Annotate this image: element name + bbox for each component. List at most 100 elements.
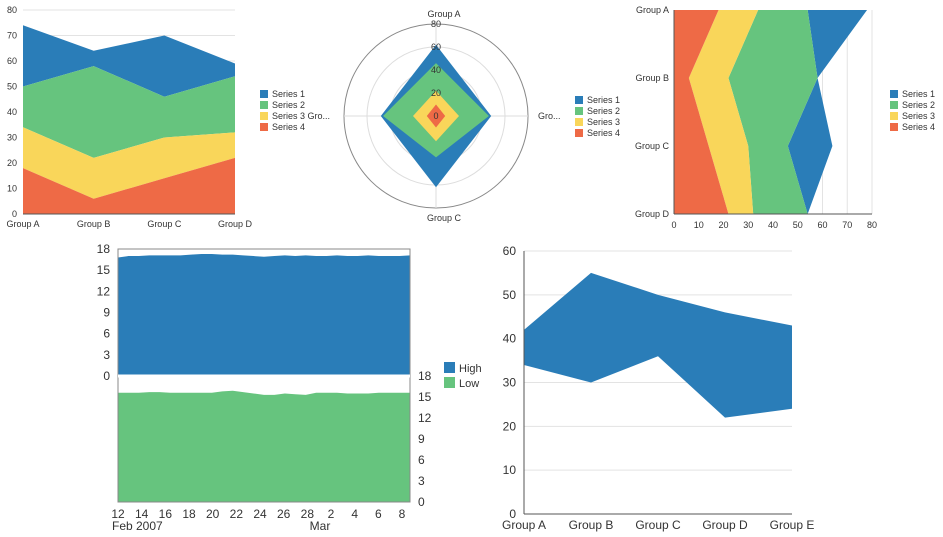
legend-label: Series 2 — [587, 106, 620, 116]
area-series-3 — [23, 127, 235, 199]
area-series-3 — [688, 10, 759, 214]
y-tick-label: 70 — [7, 31, 17, 41]
x-tick-label: 60 — [817, 220, 827, 230]
legend-label: Series 1 — [902, 89, 935, 99]
legend-swatch — [260, 101, 268, 109]
x-tick-label: Group B — [569, 518, 614, 532]
radial-tick-label: 60 — [431, 42, 441, 52]
y-tick-label: 30 — [503, 376, 517, 390]
x-tick-label: 80 — [867, 220, 877, 230]
x-tick-label: 16 — [159, 507, 173, 521]
x-tick-label: 20 — [718, 220, 728, 230]
legend-label: Series 2 — [902, 100, 935, 110]
x-tick-label: Group D — [702, 518, 748, 532]
legend-swatch — [260, 112, 268, 120]
area-series-4 — [23, 157, 235, 214]
y-tick-label: 20 — [7, 158, 17, 168]
y-tick-label: 15 — [418, 390, 432, 404]
y-tick-label: 12 — [418, 411, 432, 425]
y-tick-label: 3 — [418, 474, 425, 488]
radar-axis-label: Group A — [427, 9, 460, 19]
x-tick-label: 12 — [111, 507, 125, 521]
legend-swatch — [890, 123, 898, 131]
y-tick-label: 6 — [103, 327, 110, 341]
y-tick-label: 15 — [97, 263, 111, 277]
y-tick-label: 10 — [503, 463, 517, 477]
x-tick-label: 6 — [375, 507, 382, 521]
y-tick-label: 20 — [503, 419, 517, 433]
legend-label: Series 3 — [272, 111, 305, 121]
x-tick-label: Group C — [147, 219, 182, 229]
range-area — [524, 272, 792, 418]
area-series-2 — [23, 66, 235, 158]
x-tick-label: 2 — [328, 507, 335, 521]
y-tick-label: Group C — [635, 141, 670, 151]
area-series-2 — [728, 10, 818, 214]
y-tick-label: 30 — [7, 133, 17, 143]
radial-tick-label: 40 — [431, 65, 441, 75]
x-tick-label: 40 — [768, 220, 778, 230]
legend-swatch — [890, 112, 898, 120]
y-tick-label: 18 — [418, 369, 432, 383]
x-tick-label: 14 — [135, 507, 149, 521]
x-tick-label: Group A — [502, 518, 546, 532]
y-tick-label: 10 — [7, 184, 17, 194]
legend-label: Series 1 — [587, 95, 620, 105]
legend-swatch — [260, 90, 268, 98]
y-tick-label: 0 — [103, 369, 110, 383]
x-tick-label: Group A — [6, 219, 39, 229]
y-tick-label: Group B — [635, 73, 669, 83]
y-tick-label: 80 — [7, 5, 17, 15]
x-tick-label: 26 — [277, 507, 291, 521]
legend-swatch — [575, 107, 583, 115]
radar-axis-label: Gro... — [307, 111, 330, 121]
radar-axis-label: Group C — [427, 213, 462, 223]
legend-swatch — [260, 123, 268, 131]
x-tick-label: 18 — [182, 507, 196, 521]
y-tick-label: 0 — [12, 209, 17, 219]
x-tick-label: 70 — [842, 220, 852, 230]
legend-label: High — [459, 363, 482, 375]
y-tick-label: Group A — [636, 5, 669, 15]
legend-swatch — [444, 377, 455, 388]
area-series-1 — [787, 10, 868, 214]
y-tick-label: 50 — [7, 82, 17, 92]
x-tick-label: Group D — [218, 219, 253, 229]
area-high — [118, 253, 410, 376]
y-tick-label: 12 — [97, 284, 111, 298]
area-series-4 — [674, 10, 729, 214]
x-sub-label: Feb 2007 — [112, 519, 163, 533]
x-tick-label: 4 — [351, 507, 358, 521]
radial-tick-label: 80 — [431, 19, 441, 29]
legend-label: Series 3 — [587, 117, 620, 127]
y-tick-label: 40 — [7, 107, 17, 117]
legend-swatch — [575, 129, 583, 137]
y-tick-label: 9 — [418, 432, 425, 446]
legend-swatch — [444, 362, 455, 373]
y-tick-label: 0 — [509, 507, 516, 521]
y-tick-label: Group D — [635, 209, 670, 219]
x-tick-label: 0 — [671, 220, 676, 230]
legend-label: Series 1 — [272, 89, 305, 99]
radial-tick-label: 20 — [431, 88, 441, 98]
radar-area-series-4 — [426, 104, 446, 128]
x-tick-label: 50 — [793, 220, 803, 230]
y-tick-label: 60 — [503, 244, 517, 258]
y-tick-label: 50 — [503, 288, 517, 302]
legend-label: Series 4 — [902, 122, 935, 132]
x-tick-label: 20 — [206, 507, 220, 521]
area-series-1 — [23, 25, 235, 97]
x-tick-label: Group E — [770, 518, 815, 532]
legend-label: Series 2 — [272, 100, 305, 110]
legend-label: Series 3 — [902, 111, 935, 121]
area-low — [118, 390, 410, 502]
radial-tick-label: 0 — [433, 111, 438, 121]
x-sub-label: Mar — [310, 519, 331, 533]
y-tick-label: 9 — [103, 306, 110, 320]
legend-label: Series 4 — [272, 122, 305, 132]
legend-swatch — [575, 96, 583, 104]
legend-swatch — [890, 101, 898, 109]
y-tick-label: 6 — [418, 453, 425, 467]
x-tick-label: 30 — [743, 220, 753, 230]
x-tick-label: 24 — [253, 507, 267, 521]
